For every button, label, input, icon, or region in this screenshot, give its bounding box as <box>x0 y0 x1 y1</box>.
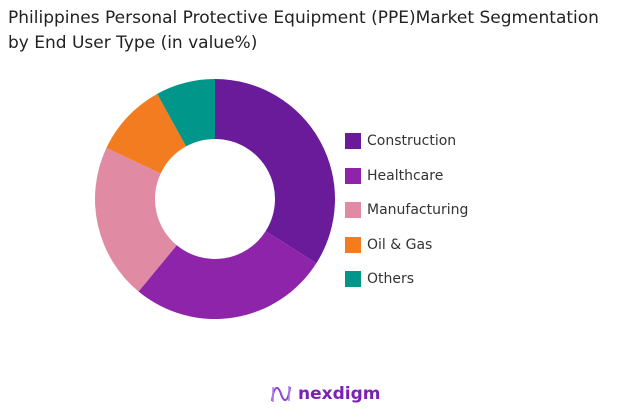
legend-label: Construction <box>367 133 457 150</box>
legend-swatch <box>345 202 361 219</box>
legend-item: Others <box>345 262 468 297</box>
legend-swatch <box>345 133 361 150</box>
brand-name: nexdigm <box>298 384 381 404</box>
slice-healthcare <box>138 231 317 319</box>
slice-others <box>157 79 215 147</box>
legend: Construction Healthcare Manufacturing Oil &… <box>345 124 468 297</box>
chart-title: Philippines Personal Protective Equipmen… <box>8 8 599 53</box>
legend-item: Oil & Gas <box>345 228 468 263</box>
legend-swatch <box>345 167 361 184</box>
legend-item: Healthcare <box>345 159 468 194</box>
legend-swatch <box>345 236 361 253</box>
legend-item: Construction <box>345 124 468 159</box>
legend-label: Healthcare <box>367 167 444 184</box>
slice-construction <box>215 79 336 264</box>
nexdigm-logo-icon <box>271 386 291 402</box>
legend-label: Others <box>367 271 415 288</box>
legend-label: Manufacturing <box>367 202 469 219</box>
legend-swatch <box>345 271 361 288</box>
nexdigm-logo: nexdigm <box>270 383 380 405</box>
slice-manufacturing <box>94 147 177 292</box>
legend-label: Oil & Gas <box>367 236 433 253</box>
legend-item: Manufacturing <box>345 193 468 228</box>
slice-oil-gas <box>106 93 187 174</box>
